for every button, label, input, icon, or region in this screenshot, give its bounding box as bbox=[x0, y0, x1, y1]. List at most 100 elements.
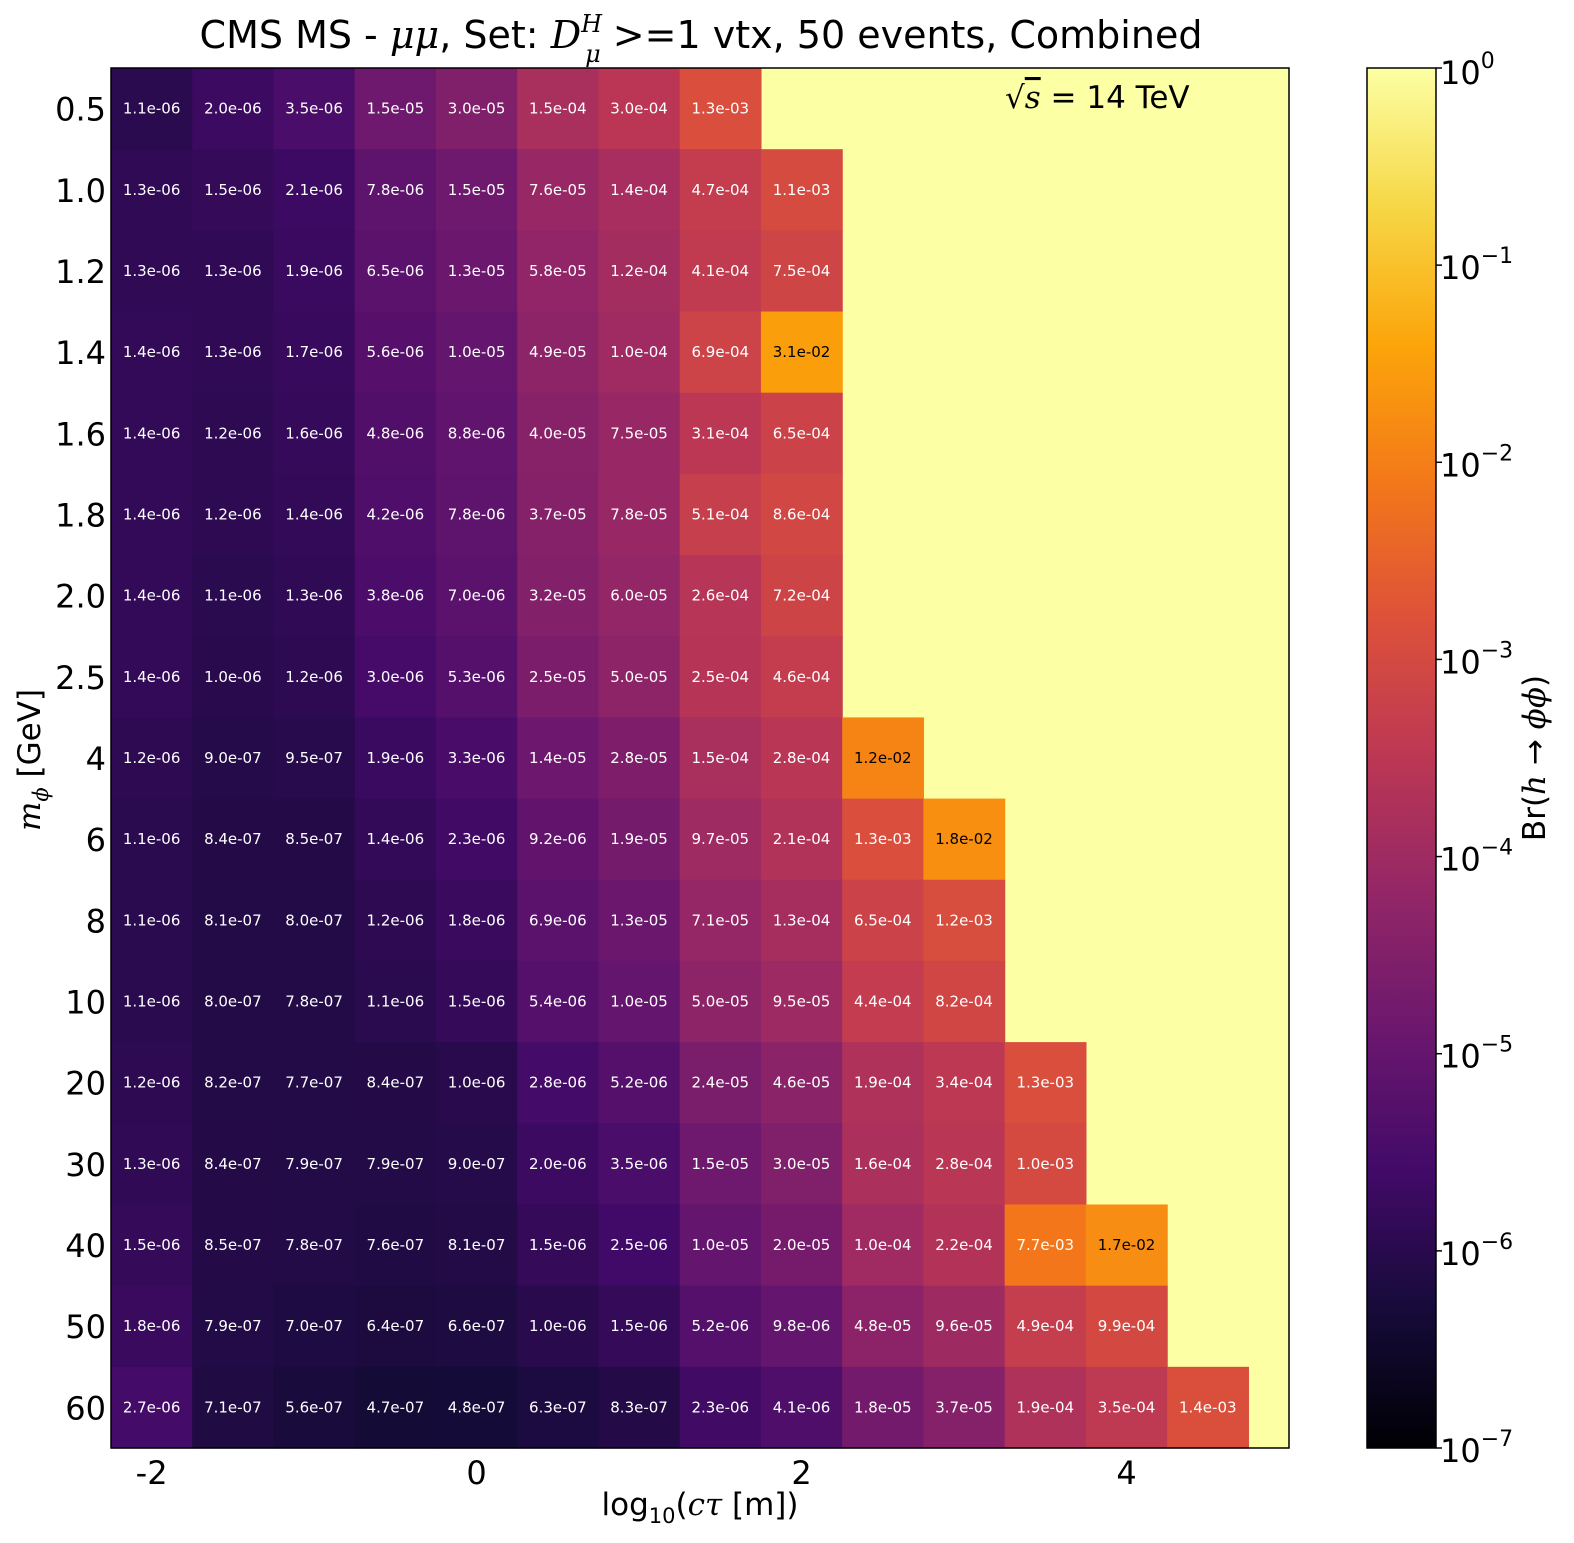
heatmap-cell-label: 4.4e-04 bbox=[854, 993, 912, 1011]
heatmap-cell-label: 6.6e-07 bbox=[448, 1317, 506, 1335]
heatmap-cell-label: 8.0e-07 bbox=[204, 993, 262, 1011]
heatmap-cell bbox=[1085, 1285, 1168, 1368]
heatmap-cell-label: 1.1e-06 bbox=[123, 911, 181, 929]
heatmap-cell-label: 3.5e-04 bbox=[1098, 1398, 1156, 1416]
heatmap-cell-label: 2.1e-04 bbox=[773, 830, 831, 848]
heatmap-cell-label: 8.1e-07 bbox=[204, 911, 262, 929]
colorbar-tick-label: 10−2 bbox=[1440, 441, 1513, 484]
heatmap-cell-label: 1.0e-05 bbox=[448, 343, 506, 361]
heatmap-cell-label: 2.4e-05 bbox=[692, 1074, 750, 1092]
heatmap-cell-label: 2.3e-06 bbox=[692, 1398, 750, 1416]
heatmap-cell bbox=[435, 473, 518, 556]
heatmap-cell bbox=[273, 473, 356, 556]
heatmap-cell bbox=[273, 960, 356, 1043]
heatmap-cell bbox=[435, 230, 518, 313]
heatmap-cell bbox=[517, 960, 600, 1043]
heatmap-cell bbox=[679, 1123, 762, 1206]
heatmap-cell bbox=[598, 1042, 681, 1124]
heatmap-cell-label: 8.4e-07 bbox=[367, 1074, 425, 1092]
heatmap-cell bbox=[679, 798, 762, 881]
heatmap-cell bbox=[923, 1042, 1006, 1124]
heatmap-cell-label: 1.1e-06 bbox=[123, 830, 181, 848]
heatmap-cell bbox=[760, 1042, 843, 1124]
heatmap-cell bbox=[679, 555, 762, 637]
heatmap-cell bbox=[760, 1204, 843, 1287]
heatmap-cell-label: 1.1e-06 bbox=[367, 993, 425, 1011]
heatmap-cell bbox=[435, 149, 518, 231]
heatmap-cell bbox=[435, 879, 518, 962]
heatmap-cell bbox=[354, 311, 437, 394]
heatmap-cell-label: 6.5e-04 bbox=[854, 911, 912, 929]
heatmap-cell-label: 4.6e-04 bbox=[773, 668, 831, 686]
heatmap-cell bbox=[192, 473, 275, 556]
heatmap-cell bbox=[923, 960, 1006, 1043]
heatmap-cell-label: 7.7e-07 bbox=[285, 1074, 343, 1092]
heatmap-cell bbox=[354, 1285, 437, 1368]
heatmap-cell-label: 6.4e-07 bbox=[367, 1317, 425, 1335]
heatmap-cell bbox=[842, 879, 925, 962]
heatmap-cell bbox=[517, 149, 600, 231]
heatmap-cell bbox=[760, 230, 843, 313]
heatmap-cell bbox=[679, 230, 762, 313]
heatmap-cell-label: 1.2e-06 bbox=[123, 749, 181, 767]
heatmap-cell-label: 5.6e-07 bbox=[285, 1398, 343, 1416]
heatmap-cell bbox=[517, 230, 600, 313]
heatmap-cell-label: 1.5e-05 bbox=[448, 181, 506, 199]
heatmap-cell bbox=[435, 1042, 518, 1124]
heatmap-cell bbox=[598, 473, 681, 556]
colorbar-ticks: 100 10−1 10−2 10−3 10−4 10−5 10−6 10−7 bbox=[1436, 49, 1513, 1470]
heatmap-cell bbox=[273, 798, 356, 881]
heatmap-cell bbox=[111, 555, 193, 637]
colorbar-tick-label: 10−6 bbox=[1440, 1230, 1513, 1273]
y-tick-label: 6 bbox=[86, 821, 106, 859]
heatmap-cell bbox=[273, 717, 356, 800]
heatmap-cell-label: 1.1e-06 bbox=[204, 587, 262, 605]
heatmap-cell-label: 7.6e-05 bbox=[529, 181, 587, 199]
heatmap-cell bbox=[679, 392, 762, 475]
heatmap-cell-label: 7.1e-05 bbox=[692, 911, 750, 929]
heatmap-cell bbox=[517, 1285, 600, 1368]
heatmap-cell-label: 1.9e-04 bbox=[854, 1074, 912, 1092]
y-tick-label: 50 bbox=[65, 1308, 106, 1346]
heatmap-cell-label: 8.1e-07 bbox=[448, 1236, 506, 1254]
heatmap-cell-label: 1.5e-04 bbox=[692, 749, 750, 767]
heatmap-cell bbox=[273, 1042, 356, 1124]
heatmap-cell bbox=[192, 392, 275, 475]
heatmap-cell-label: 3.8e-06 bbox=[367, 587, 425, 605]
heatmap-cell bbox=[192, 960, 275, 1043]
heatmap-cell bbox=[354, 68, 437, 150]
heatmap-cell-label: 1.2e-06 bbox=[204, 505, 262, 523]
heatmap-cell bbox=[1167, 1366, 1249, 1449]
heatmap-cell-label: 9.8e-06 bbox=[773, 1317, 831, 1335]
heatmap-cell bbox=[192, 1204, 275, 1287]
y-tick-label: 60 bbox=[65, 1389, 106, 1427]
heatmap-cell bbox=[354, 879, 437, 962]
heatmap-cell bbox=[842, 1042, 925, 1124]
heatmap-cell-label: 8.0e-07 bbox=[285, 911, 343, 929]
heatmap-cell bbox=[111, 798, 193, 881]
heatmap-cell-label: 5.3e-06 bbox=[448, 668, 506, 686]
heatmap-cell bbox=[192, 717, 275, 800]
colorbar-tick-label: 10−4 bbox=[1440, 836, 1513, 879]
heatmap-cell bbox=[598, 555, 681, 637]
heatmap-cell bbox=[517, 798, 600, 881]
heatmap-cell bbox=[598, 230, 681, 313]
heatmap-cell-label: 1.3e-06 bbox=[123, 1155, 181, 1173]
heatmap-cell bbox=[842, 960, 925, 1043]
heatmap-cell-label: 1.6e-06 bbox=[285, 424, 343, 442]
heatmap-cell bbox=[679, 1204, 762, 1287]
heatmap-cell-label: 7.5e-04 bbox=[773, 262, 831, 280]
heatmap-cell-label: 4.2e-06 bbox=[367, 505, 425, 523]
heatmap-cell bbox=[598, 960, 681, 1043]
heatmap-cell-label: 1.9e-04 bbox=[1016, 1398, 1074, 1416]
y-tick-label: 1.2 bbox=[55, 253, 106, 291]
colorbar bbox=[1367, 68, 1436, 1448]
heatmap-cell-label: 3.1e-02 bbox=[773, 343, 831, 361]
heatmap-cell-label: 5.2e-06 bbox=[692, 1317, 750, 1335]
heatmap-cell-label: 2.5e-04 bbox=[692, 668, 750, 686]
heatmap-cell-label: 7.8e-06 bbox=[367, 181, 425, 199]
heatmap-cell bbox=[273, 230, 356, 313]
heatmap-cell-label: 2.8e-04 bbox=[935, 1155, 993, 1173]
heatmap-cell bbox=[679, 1042, 762, 1124]
heatmap-cell-label: 9.7e-05 bbox=[692, 830, 750, 848]
